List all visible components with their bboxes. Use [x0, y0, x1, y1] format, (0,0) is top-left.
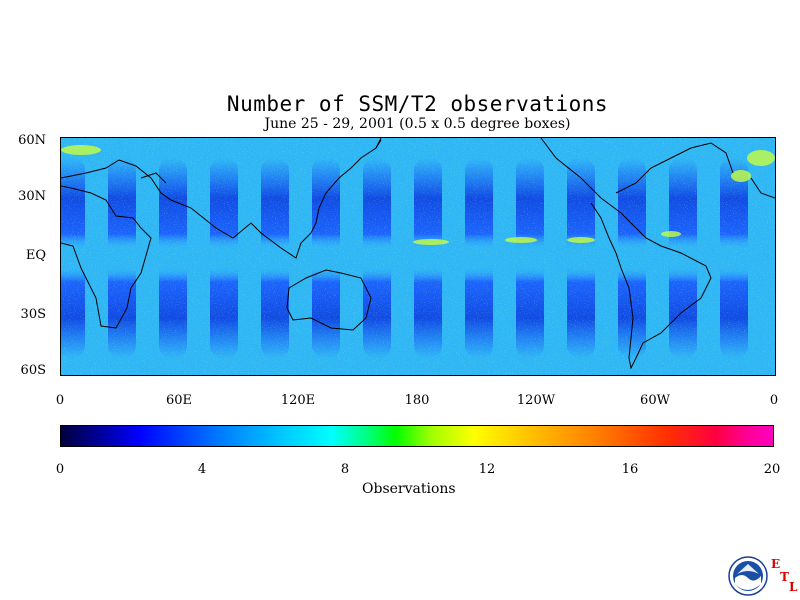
lat-label-30n: 30N: [18, 189, 46, 204]
lon-label-180: 180: [404, 393, 430, 408]
etl-letter-e: E: [771, 557, 781, 571]
map-title: Number of SSM/T2 observations: [226, 92, 609, 116]
colorbar-tick-16: 16: [621, 462, 639, 477]
colorbar-label: Observations: [362, 481, 456, 497]
lat-label-30s: 30S: [20, 307, 46, 322]
lon-label-60w: 60W: [640, 393, 670, 408]
lat-label-60n: 60N: [18, 133, 46, 148]
lon-label-0-east: 0: [769, 393, 779, 408]
lon-label-120e: 120E: [280, 393, 316, 408]
colorbar-tick-0: 0: [55, 462, 65, 477]
lat-label-60s: 60S: [20, 363, 46, 378]
lat-label-eq: EQ: [25, 248, 46, 263]
lon-label-0: 0: [55, 393, 65, 408]
coastlines: [61, 138, 775, 370]
colorbar-tick-4: 4: [197, 462, 207, 477]
lon-label-60e: 60E: [165, 393, 193, 408]
colorbar-tick-20: 20: [763, 462, 781, 477]
map-subtitle: June 25 - 29, 2001 (0.5 x 0.5 degree box…: [264, 116, 571, 132]
colorbar-tick-12: 12: [478, 462, 496, 477]
noaa-logo-icon: [728, 556, 768, 596]
etl-letter-l: L: [789, 580, 798, 594]
observation-map: [60, 137, 776, 376]
itcz-highlights: [61, 145, 775, 245]
colorbar-tick-8: 8: [340, 462, 350, 477]
colorbar: [60, 425, 774, 447]
observation-noise: [61, 138, 775, 375]
lon-label-120w: 120W: [516, 393, 556, 408]
etl-letter-t: T: [780, 570, 789, 584]
